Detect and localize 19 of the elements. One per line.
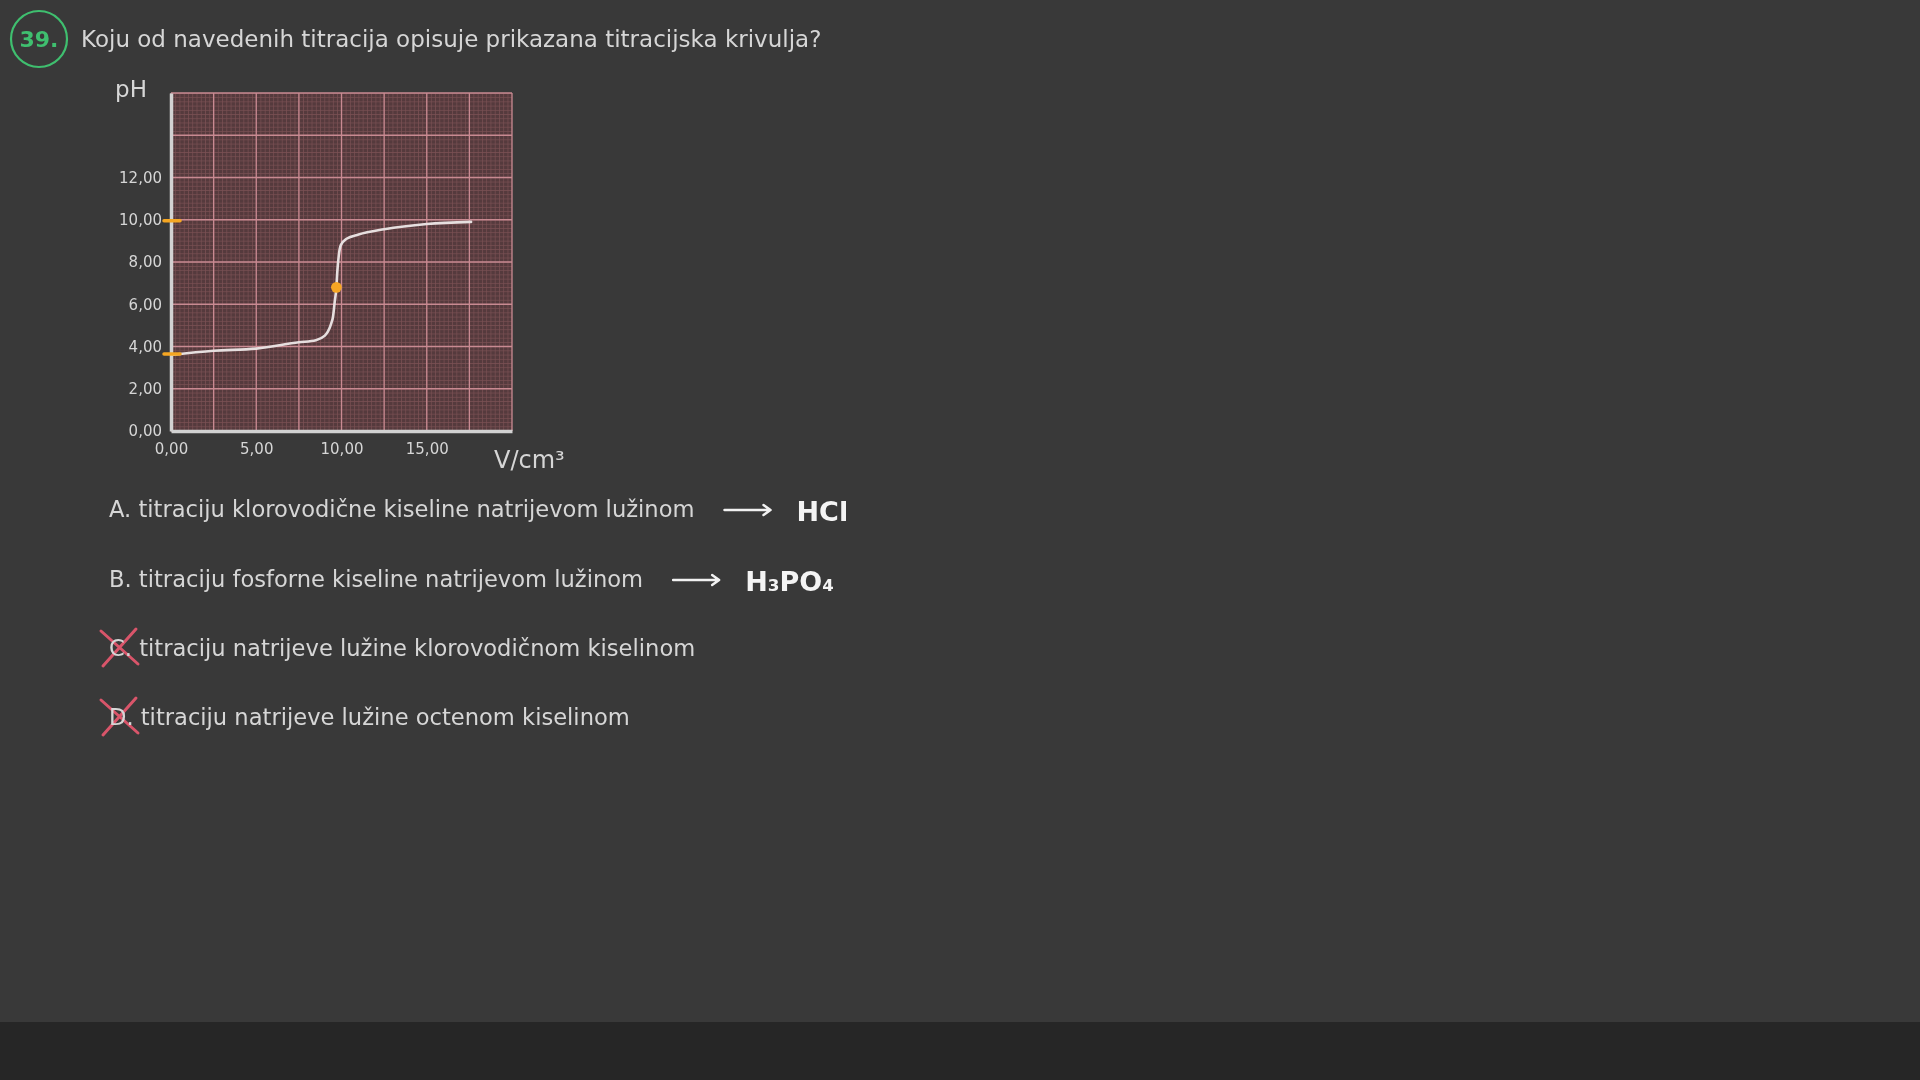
y-tick-label: 2,00 (128, 380, 162, 399)
y-tick-label: 10,00 (119, 211, 162, 230)
y-tick-label: 6,00 (128, 295, 162, 314)
y-tick-label: 4,00 (128, 337, 162, 356)
x-tick-label: 15,00 (405, 439, 449, 458)
y-axis-title: pH (115, 76, 147, 102)
text: 39. (19, 27, 59, 52)
chart-title: Koju od navedenih titracija opisuje prikazana titracijska krivulja? (81, 26, 822, 52)
y-tick-label: 8,00 (128, 253, 162, 272)
x-tick-label: 0,00 (154, 439, 189, 458)
x-axis-title: V/cm³ (494, 446, 565, 474)
x-tick-label: 10,00 (320, 439, 364, 458)
text: H₃PO₄ (745, 566, 835, 597)
text: B. titraciju fosforne kiseline natrijevom lužinom (109, 566, 644, 592)
y-tick-label: 12,00 (119, 168, 162, 187)
x-tick-label: 5,00 (240, 439, 274, 458)
text: A. titraciju klorovodične kiseline natrijevom lužinom (109, 496, 695, 522)
y-tick-label: 0,00 (128, 422, 162, 441)
text: HCl (796, 496, 849, 527)
